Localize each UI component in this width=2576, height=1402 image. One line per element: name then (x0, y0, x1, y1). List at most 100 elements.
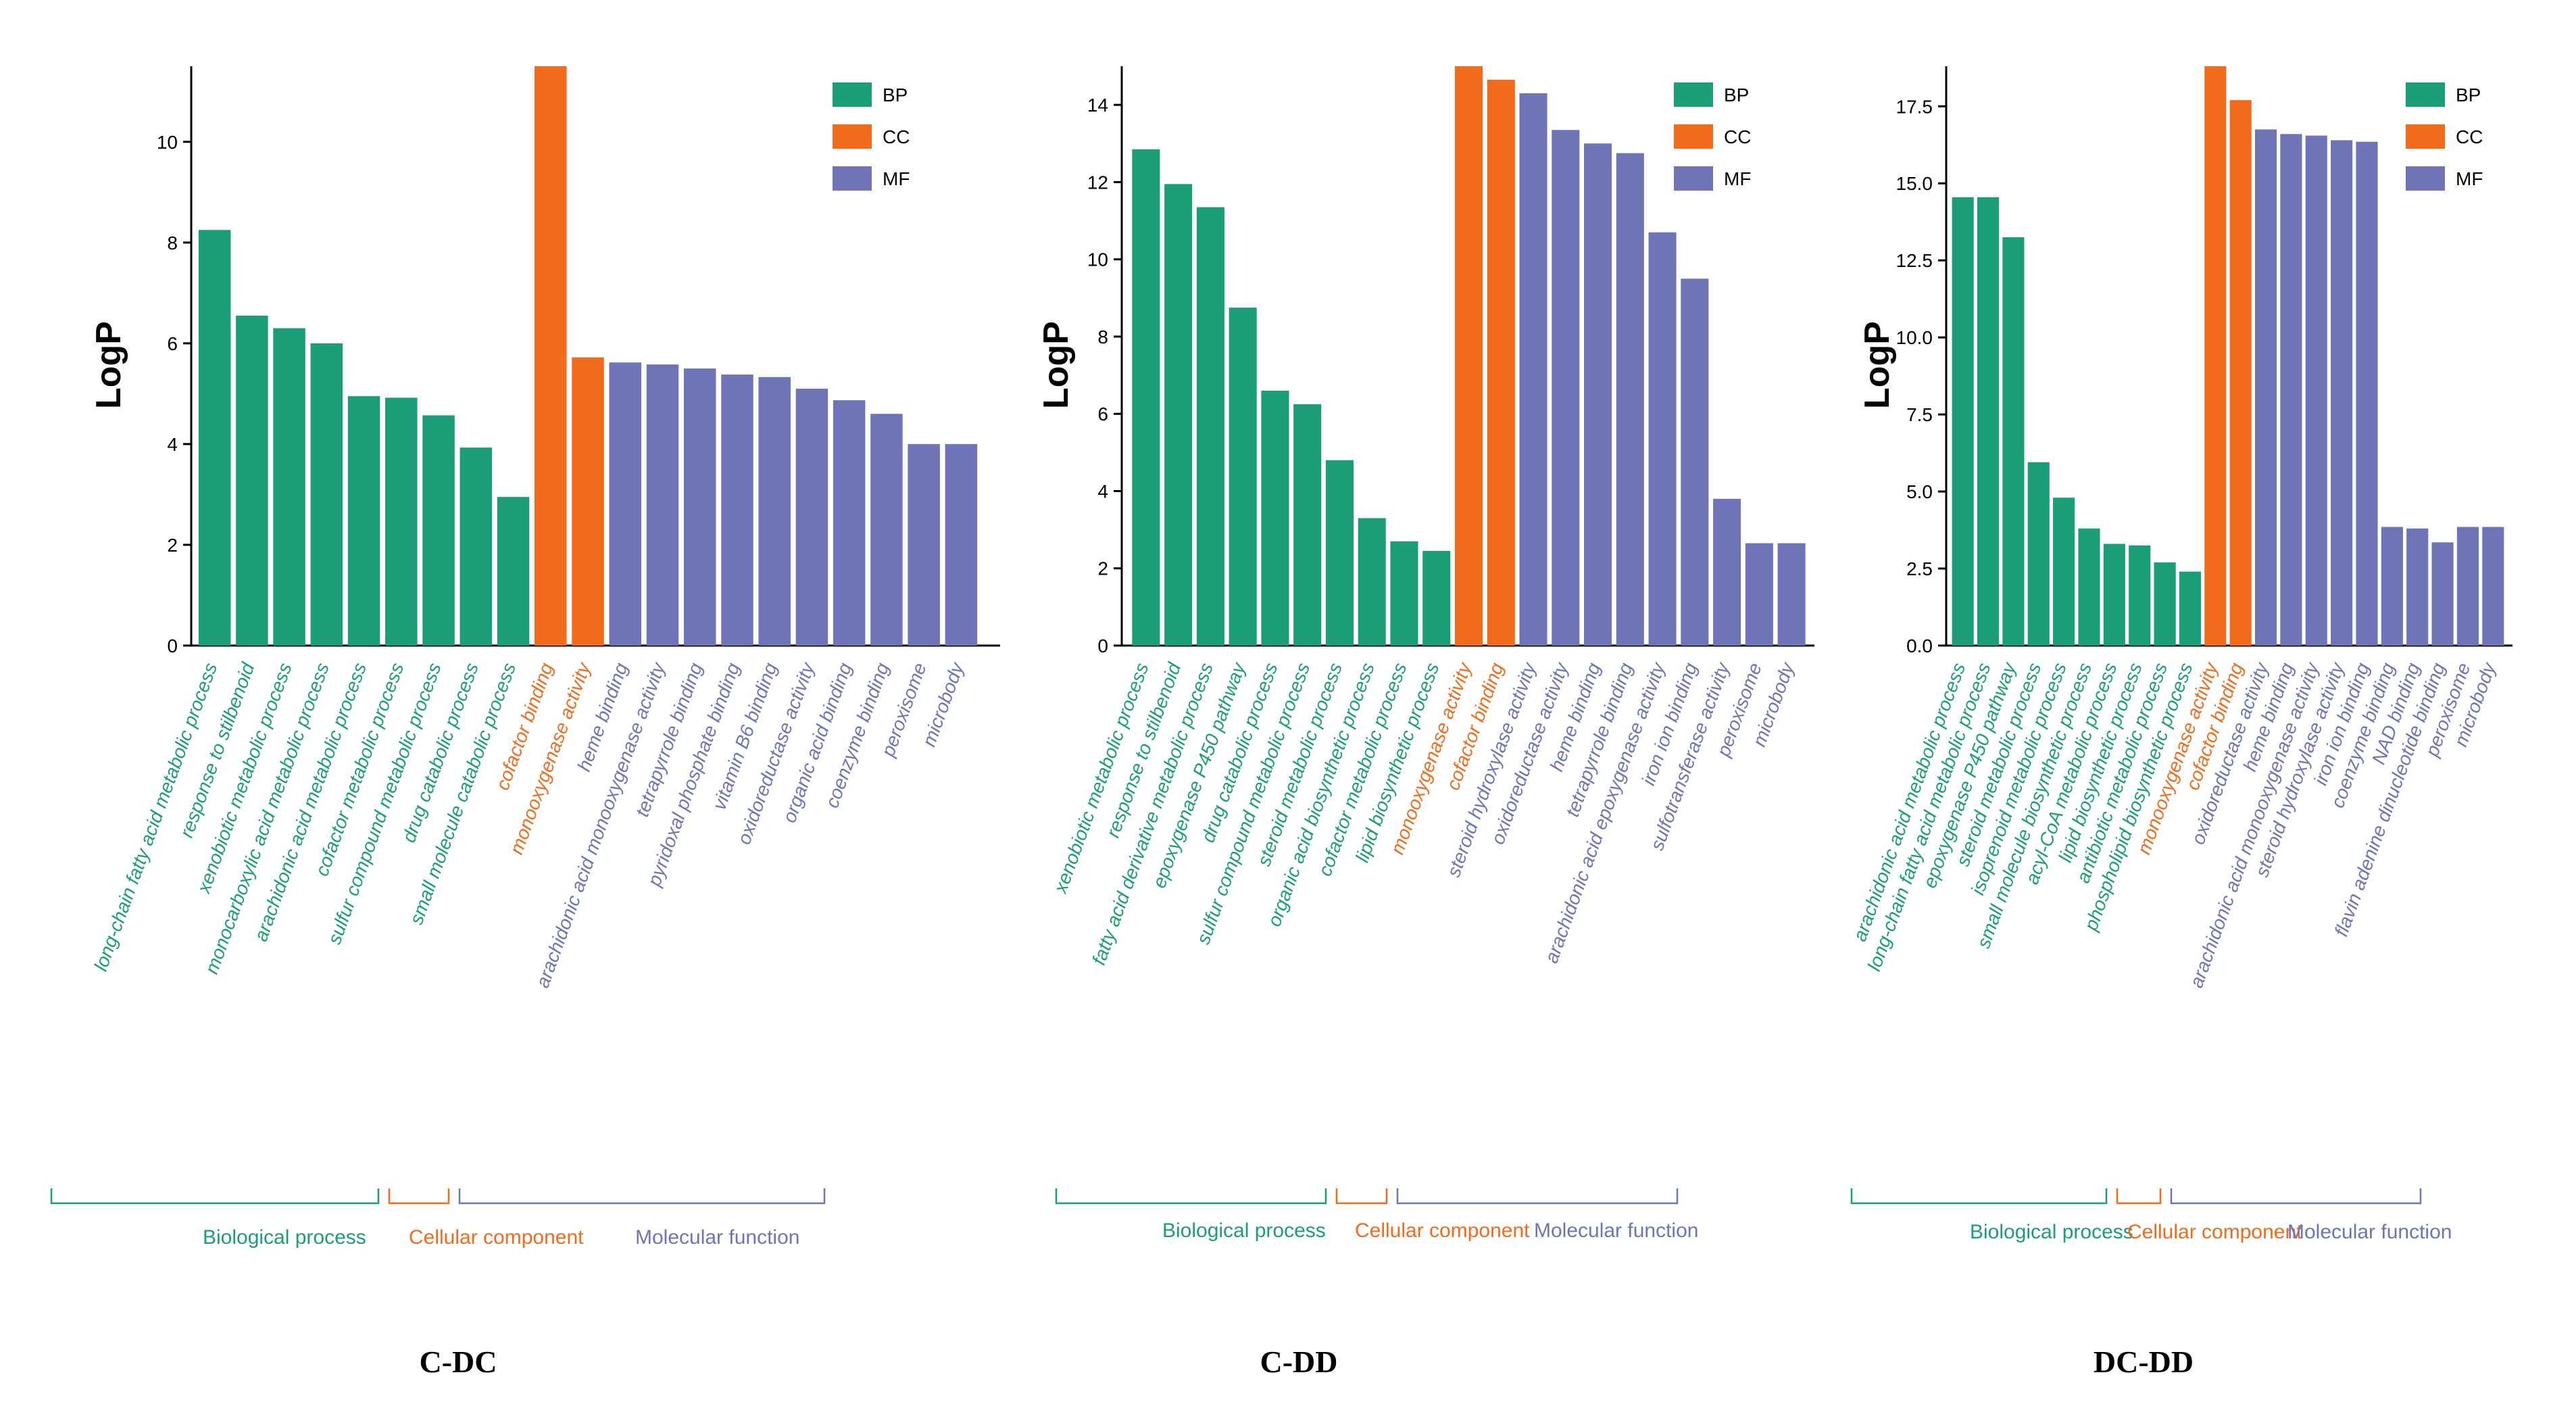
bar (1164, 184, 1193, 646)
bar (2482, 527, 2504, 646)
y-tick-label: 4 (1097, 481, 1108, 502)
group-bracket-cc (2116, 1188, 2162, 1205)
bar (1454, 66, 1483, 646)
bar (2229, 100, 2252, 646)
bar (2179, 571, 2202, 646)
y-tick-label: 2 (1097, 558, 1108, 579)
legend-swatch-cc (833, 124, 872, 149)
group-bracket-mf (1396, 1188, 1679, 1205)
y-tick-label: 17.5 (1896, 96, 1933, 117)
group-label-cc: Cellular component (409, 1226, 584, 1249)
bar (1422, 551, 1451, 646)
bar (2053, 498, 2075, 646)
bar (1390, 541, 1418, 646)
group-bracket-bp (1055, 1188, 1327, 1205)
y-tick-label: 12 (1087, 172, 1108, 193)
bar (1552, 130, 1580, 646)
bar (721, 374, 753, 646)
group-bracket-cc (1335, 1188, 1388, 1205)
bar (1487, 79, 1515, 646)
bar (1293, 404, 1322, 646)
bar (2204, 66, 2227, 646)
bar (2078, 528, 2100, 646)
panel-title: C-DC (420, 1345, 497, 1379)
bar (198, 230, 231, 646)
bar (572, 357, 604, 646)
group-bracket-mf (458, 1188, 826, 1205)
legend-label-bp: BP (883, 84, 908, 105)
y-tick-label: 0 (167, 635, 178, 656)
bar (1977, 197, 2000, 646)
bar (2406, 528, 2429, 646)
bar (1196, 207, 1224, 646)
bar (1229, 308, 1257, 646)
bar (1584, 143, 1612, 646)
group-bracket-bp (50, 1188, 380, 1205)
bar (795, 388, 828, 646)
bar (758, 377, 791, 646)
bar (2356, 141, 2378, 646)
bar (1648, 232, 1677, 646)
y-tick-label: 14 (1087, 95, 1108, 116)
legend-swatch-cc (2406, 124, 2445, 149)
legend-label-bp: BP (2456, 84, 2481, 105)
bar (2431, 542, 2454, 646)
bar (2002, 237, 2025, 646)
y-tick-label: 10.0 (1896, 327, 1933, 348)
bar (1745, 543, 1773, 646)
legend-swatch-bp (833, 82, 872, 107)
bar (1952, 197, 1974, 646)
legend-swatch-mf (2406, 166, 2445, 191)
legend-label-cc: CC (1724, 126, 1751, 147)
chart-panel-3: 0.02.55.07.510.012.515.017.5LogParachido… (1849, 66, 2512, 1379)
y-tick-label: 10 (157, 132, 178, 153)
bar (1132, 149, 1160, 646)
bar (1358, 518, 1386, 646)
group-label-cc: Cellular component (1355, 1219, 1530, 1242)
group-label-mf: Molecular function (1534, 1219, 1698, 1242)
legend-label-mf: MF (1724, 168, 1751, 189)
y-axis-label: LogP (1858, 321, 1897, 409)
bar (460, 448, 493, 646)
y-tick-label: 2.5 (1906, 558, 1933, 579)
bar (2456, 527, 2479, 646)
group-bracket-cc (388, 1188, 450, 1205)
bar (2381, 527, 2403, 646)
y-axis-label: LogP (1037, 321, 1076, 409)
bar (945, 443, 978, 646)
group-label-bp: Biological process (1970, 1221, 2133, 1243)
bar (683, 368, 716, 646)
y-tick-label: 12.5 (1896, 250, 1933, 271)
bar (2331, 140, 2353, 646)
legend-label-cc: CC (883, 126, 910, 147)
legend-swatch-cc (1674, 124, 1713, 149)
group-label-cc: Cellular component (2127, 1221, 2302, 1243)
bar (2280, 134, 2302, 646)
panel-title: C-DD (1260, 1345, 1338, 1379)
bar (2254, 129, 2277, 646)
bar (646, 364, 679, 646)
bar (1325, 460, 1354, 646)
bar (1777, 543, 1806, 646)
bar (535, 66, 567, 646)
bar (273, 328, 305, 646)
bar (1261, 390, 1289, 646)
y-tick-label: 6 (167, 333, 178, 354)
group-label-bp: Biological process (1162, 1219, 1326, 1242)
bar (385, 397, 418, 646)
y-tick-label: 5.0 (1906, 481, 1933, 502)
bar (1616, 153, 1644, 646)
bar (870, 414, 903, 646)
group-label-mf: Molecular function (635, 1226, 799, 1249)
y-tick-label: 0.0 (1906, 635, 1933, 656)
y-tick-label: 0 (1097, 635, 1108, 656)
legend-swatch-mf (1674, 166, 1713, 191)
y-tick-label: 8 (1097, 327, 1108, 347)
y-tick-label: 2 (167, 535, 178, 556)
bar (2129, 545, 2151, 646)
bar (422, 415, 455, 646)
bar (236, 315, 268, 646)
legend-label-mf: MF (883, 168, 910, 189)
